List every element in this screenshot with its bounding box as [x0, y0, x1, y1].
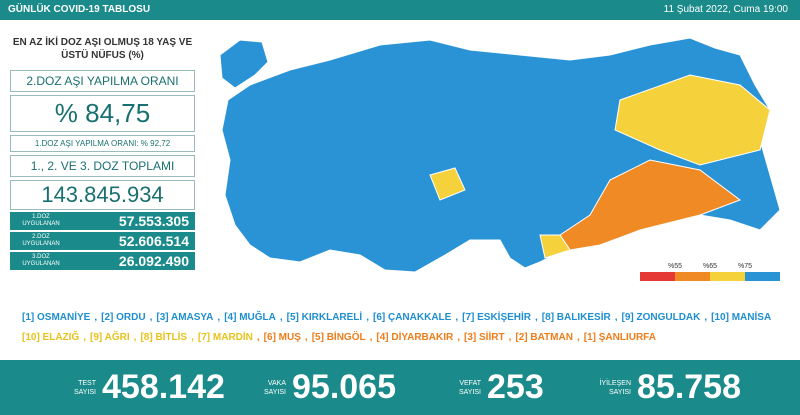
separator: , — [704, 312, 708, 323]
ranking-worst: [10] ELAZIĞ, [9] AĞRI, [8] BİTLİS, [7] MARD… — [22, 332, 656, 343]
dose2-label: 2.DOZ AŞI YAPILMA ORANI — [10, 70, 195, 92]
stat-value: 95.065 — [292, 368, 396, 406]
map-region — [429, 167, 466, 201]
separator: , — [576, 332, 580, 343]
ranking-item: [3] AMASYA — [156, 312, 214, 323]
ranking-item: [1] ŞANLIURFA — [583, 332, 656, 343]
total-value: 143.845.934 — [10, 180, 195, 210]
dose-rows: 1.DOZ UYGULANAN 57.553.305 2.DOZ UYGULANAN… — [10, 212, 195, 270]
stat: İYİLEŞEN SAYISI 85.758 — [595, 368, 741, 407]
separator: , — [614, 312, 618, 323]
dose-label: 3.DOZ UYGULANAN — [22, 254, 60, 267]
ranking-item: [8] BALIKESİR — [541, 312, 611, 323]
separator: , — [366, 312, 369, 323]
stat-value: 458.142 — [102, 368, 225, 406]
ranking-item: [6] ÇANAKKALE — [372, 312, 452, 323]
ranking-item: [3] SİİRT — [464, 332, 505, 343]
dose-label: 2.DOZ UYGULANAN — [22, 234, 60, 247]
ranking-item: [7] ESKİŞEHİR — [462, 312, 532, 323]
dose-row: 3.DOZ UYGULANAN 26.092.490 — [10, 252, 195, 270]
panel-title: EN AZ İKİ DOZ AŞI OLMUŞ 18 YAŞ VE ÜSTÜ N… — [12, 37, 193, 61]
separator: , — [256, 332, 260, 343]
dose-label: 1.DOZ UYGULANAN — [22, 214, 60, 227]
separator: , — [535, 312, 538, 323]
map-region — [614, 74, 771, 166]
legend-label: %55 — [668, 263, 682, 270]
separator: , — [279, 312, 283, 323]
separator: , — [149, 312, 153, 323]
ranking-item: [2] BATMAN — [515, 332, 573, 343]
stat-label: İYİLEŞEN SAYISI — [599, 379, 631, 396]
map-region — [539, 234, 571, 259]
ranking-item: [8] BİTLİS — [140, 332, 188, 343]
map: %55 %65 %75 — [219, 37, 781, 281]
separator: , — [83, 332, 87, 343]
header-date: 11 Şubat 2022, Cuma 19:00 — [663, 4, 788, 15]
total-label: 1., 2. VE 3. DOZ TOPLAMI — [10, 155, 195, 177]
dose-row: 2.DOZ UYGULANAN 52.606.514 — [10, 232, 195, 250]
map-region — [559, 159, 742, 251]
dose-value: 26.092.490 — [118, 253, 189, 269]
legend-swatch — [640, 272, 675, 281]
separator: , — [455, 312, 459, 323]
dose1-rate: 1.DOZ AŞI YAPILMA ORANI: % 92,72 — [10, 135, 195, 152]
stat-label: VEFAT SAYISI — [458, 379, 481, 396]
stat-value: 85.758 — [637, 368, 741, 406]
legend-swatch — [745, 272, 780, 281]
header-bar: GÜNLÜK COVID-19 TABLOSU 11 Şubat 2022, C… — [0, 0, 800, 20]
legend-swatch — [710, 272, 745, 281]
separator: , — [457, 332, 461, 343]
stat-label: TEST SAYISI — [73, 379, 96, 396]
separator: , — [508, 332, 512, 343]
legend-swatch — [675, 272, 710, 281]
legend-label: %65 — [703, 263, 717, 270]
header-title: GÜNLÜK COVID-19 TABLOSU — [8, 4, 151, 15]
stat-label: VAKA SAYISI — [263, 379, 286, 396]
vaccine-panel: EN AZ İKİ DOZ AŞI OLMUŞ 18 YAŞ VE ÜSTÜ N… — [10, 36, 195, 270]
map-legend: %55 %65 %75 — [640, 263, 780, 281]
stat-value: 253 — [487, 368, 544, 406]
ranking-item: [10] ELAZIĞ — [22, 332, 80, 343]
ranking-item: [4] MUĞLA — [224, 312, 276, 323]
stat: VAKA SAYISI 95.065 — [250, 368, 396, 407]
separator: , — [133, 332, 137, 343]
map-region — [219, 39, 269, 89]
ranking-item: [1] OSMANİYE — [22, 312, 91, 323]
ranking-item: [6] MUŞ — [263, 332, 301, 343]
ranking-item: [4] DİYARBAKIR — [376, 332, 454, 343]
ranking-item: [9] ZONGULDAK — [621, 312, 701, 323]
legend-label: %75 — [738, 263, 752, 270]
stat: TEST SAYISI 458.142 — [60, 368, 225, 407]
ranking-item: [9] AĞRI — [90, 332, 130, 343]
dose-value: 52.606.514 — [118, 233, 189, 249]
stat: VEFAT SAYISI 253 — [445, 368, 544, 407]
separator: , — [191, 332, 194, 343]
ranking-item: [5] BİNGÖL — [311, 332, 366, 343]
ranking-item: [2] ORDU — [101, 312, 146, 323]
separator: , — [217, 312, 221, 323]
stats-bar: TEST SAYISI 458.142 VAKA SAYISI 95.065 VEFAT… — [0, 360, 800, 415]
ranking-item: [10] MANİSA — [711, 312, 772, 323]
separator: , — [94, 312, 98, 323]
separator: , — [304, 332, 308, 343]
dose2-rate: % 84,75 — [10, 95, 195, 132]
ranking-item: [5] KIRKLARELİ — [286, 312, 363, 323]
ranking-item: [7] MARDİN — [197, 332, 253, 343]
dose-row: 1.DOZ UYGULANAN 57.553.305 — [10, 212, 195, 230]
ranking-best: [1] OSMANİYE, [2] ORDU, [3] AMASYA, [4] MUĞ… — [22, 312, 771, 323]
separator: , — [369, 332, 373, 343]
dose-value: 57.553.305 — [118, 213, 189, 229]
